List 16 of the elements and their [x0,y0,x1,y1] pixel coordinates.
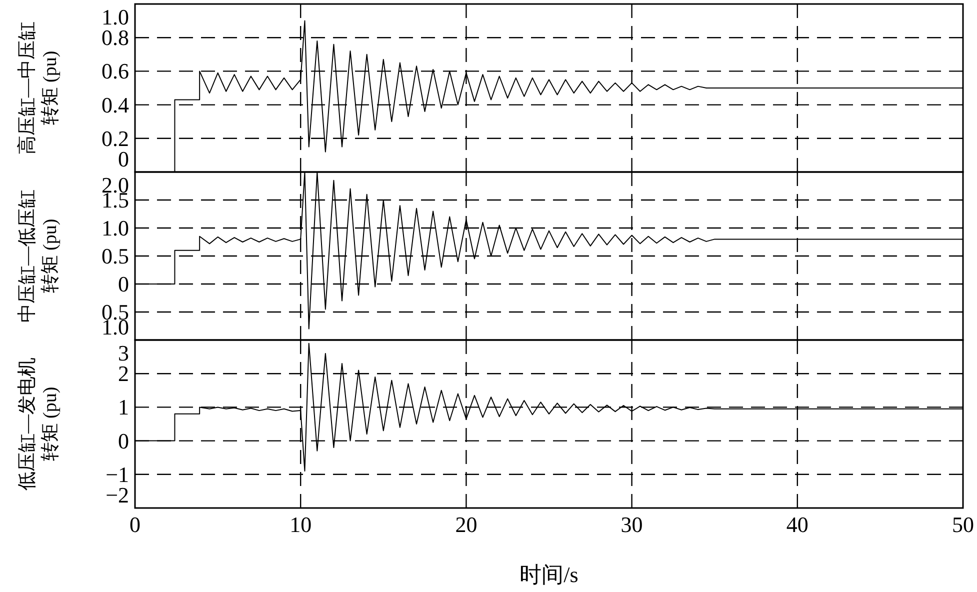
y-axis-title: 中压缸—低压缸转矩 (pu) [17,190,61,322]
x-tick-label: 50 [952,512,974,537]
x-tick-label: 40 [786,512,808,537]
x-tick-label: 10 [290,512,312,537]
y-tick-label: 0.5 [102,244,129,268]
y-tick-label: 0 [118,428,129,454]
y-axis-title: 低压缸—发电机转矩 (pu) [17,358,61,490]
y-tick-label: 0.6 [102,58,129,84]
y-tick-label: 1.0 [102,216,129,240]
y-axis-title: 高压缸—中压缸转矩 (pu) [16,22,61,154]
y-tick-label: 0 [118,272,129,296]
x-tick-label: 20 [455,512,478,537]
y-tick-label: 1 [118,394,129,420]
y-tick-label: 0.4 [102,92,129,118]
x-axis-title: 时间/s [520,562,578,587]
x-tick-label: 30 [620,512,643,537]
